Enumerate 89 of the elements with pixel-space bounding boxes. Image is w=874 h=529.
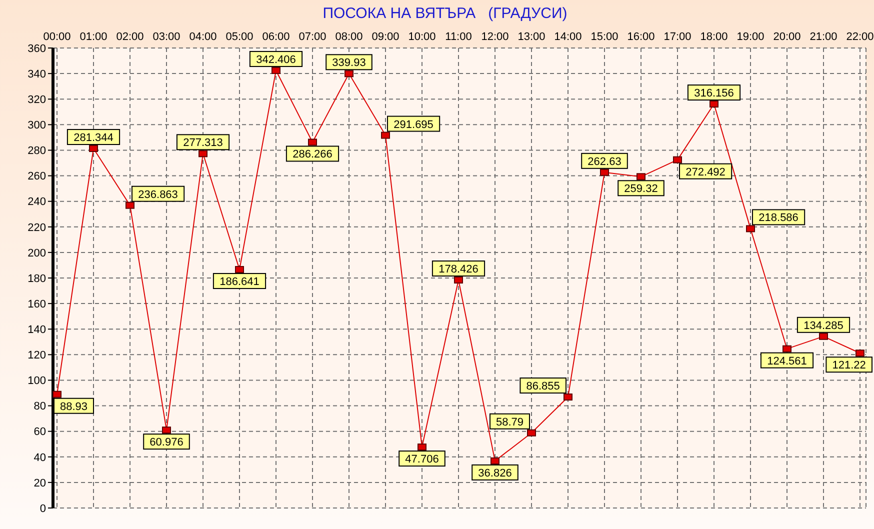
x-tick-label: 05:00 — [226, 31, 254, 43]
point — [782, 345, 792, 352]
y-tick-label: 140 — [28, 324, 46, 336]
x-tick-label: 14:00 — [554, 31, 582, 43]
y-tick-label: 0 — [40, 502, 46, 515]
x-tick-label: 03:00 — [152, 31, 180, 43]
y-tick-label: 100 — [28, 375, 46, 388]
data-label: 259.32 — [624, 183, 658, 196]
x-tick-label: 12:00 — [481, 31, 509, 43]
y-tick-label: 60 — [34, 426, 46, 438]
data-label: 124.561 — [767, 355, 807, 368]
point — [89, 145, 98, 152]
point — [454, 276, 463, 284]
y-tick-label: 280 — [28, 145, 46, 158]
data-label: 60.976 — [150, 436, 184, 449]
data-label: 281.344 — [74, 132, 114, 144]
data-label: 316.156 — [694, 88, 734, 100]
x-tick-label: 06:00 — [262, 31, 290, 43]
point — [746, 225, 755, 232]
point — [52, 390, 62, 398]
data-label: 272.492 — [686, 166, 726, 178]
y-tick-label: 340 — [28, 68, 46, 80]
y-tick-label: 220 — [28, 222, 46, 234]
data-label: 291.695 — [394, 118, 434, 131]
point — [673, 156, 682, 164]
data-label: 86.855 — [526, 380, 560, 393]
y-tick-label: 80 — [34, 400, 46, 413]
data-label: 178.426 — [438, 264, 478, 276]
point — [710, 100, 718, 108]
data-label: 342.406 — [256, 54, 296, 66]
y-tick-label: 180 — [28, 272, 46, 285]
point — [126, 202, 134, 209]
y-tick-label: 300 — [28, 120, 46, 132]
y-tick-label: 40 — [34, 452, 46, 464]
y-tick-label: 360 — [28, 42, 46, 55]
point — [856, 350, 864, 357]
data-label: 236.863 — [138, 188, 178, 201]
data-label: 262.63 — [588, 156, 622, 168]
x-tick-label: 11:00 — [445, 31, 472, 43]
x-tick-label: 02:00 — [116, 31, 144, 43]
y-tick-label: 200 — [28, 247, 46, 260]
x-tick-label: 16:00 — [627, 31, 655, 43]
data-label: 134.285 — [804, 320, 844, 332]
x-tick-label: 08:00 — [335, 31, 363, 43]
x-tick-label: 13:00 — [518, 31, 546, 43]
data-label: 186.641 — [220, 276, 260, 288]
data-label: 286.266 — [292, 148, 332, 161]
point — [198, 150, 208, 158]
point — [308, 138, 317, 146]
x-tick-label: 20:00 — [773, 31, 801, 43]
point — [418, 444, 426, 451]
x-tick-label: 00:00 — [43, 31, 71, 43]
point — [344, 70, 354, 78]
x-tick-label: 07:00 — [298, 31, 326, 43]
data-label: 121.22 — [832, 360, 866, 372]
data-label: 47.706 — [405, 454, 439, 466]
data-label: 277.313 — [183, 137, 223, 150]
x-tick-label: 09:00 — [372, 31, 400, 43]
point — [600, 168, 609, 176]
data-label: 58.79 — [496, 416, 524, 428]
x-tick-label: 15:00 — [590, 31, 618, 43]
data-label: 339.93 — [332, 57, 366, 70]
x-tick-label: 22:00 — [846, 31, 874, 43]
data-label: 218.586 — [758, 212, 798, 224]
x-tick-label: 01:00 — [80, 31, 108, 43]
x-tick-label: 17:00 — [664, 31, 692, 43]
x-tick-label: 21:00 — [810, 31, 838, 43]
point — [564, 394, 572, 401]
x-tick-label: 10:00 — [408, 31, 436, 43]
chart-title: ПОСОКА НА ВЯТЪРА (ГРАДУСИ) — [322, 5, 568, 22]
y-tick-label: 320 — [28, 94, 46, 106]
point — [527, 429, 536, 436]
y-tick-label: 160 — [28, 298, 46, 310]
point — [162, 426, 171, 434]
x-tick-label: 18:00 — [700, 31, 728, 43]
point — [272, 66, 280, 74]
data-label: 88.93 — [60, 400, 88, 413]
point — [381, 132, 390, 139]
point — [235, 266, 244, 274]
point — [819, 332, 828, 340]
x-tick-label: 04:00 — [189, 31, 217, 43]
x-tick-label: 19:00 — [736, 31, 764, 43]
data-label: 36.826 — [478, 467, 512, 480]
y-tick-label: 240 — [28, 196, 46, 208]
point — [636, 173, 646, 180]
y-tick-label: 20 — [34, 477, 46, 490]
y-tick-label: 260 — [28, 170, 46, 183]
y-tick-label: 120 — [28, 350, 46, 362]
point — [490, 457, 500, 464]
